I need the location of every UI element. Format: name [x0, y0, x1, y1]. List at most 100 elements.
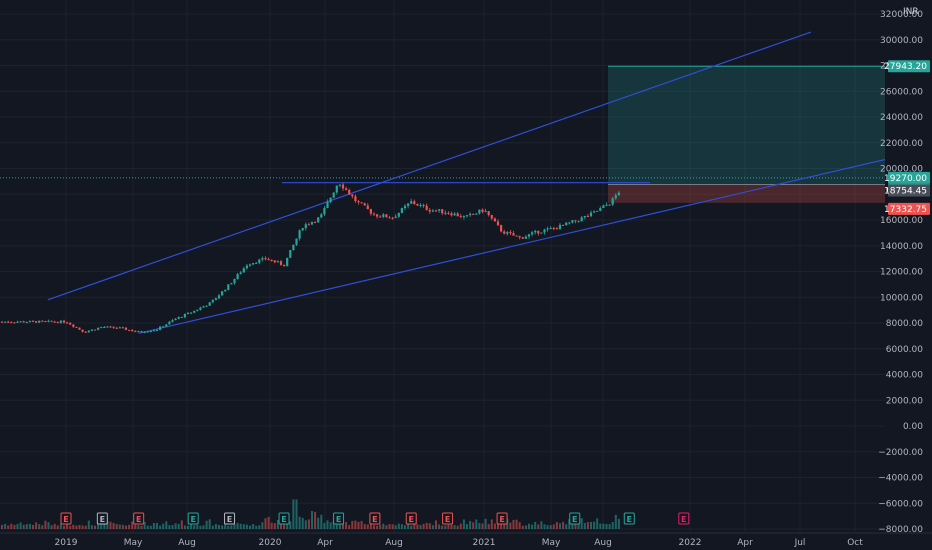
- trendline-1[interactable]: [47, 31, 812, 301]
- earnings-marker[interactable]: E: [278, 512, 290, 525]
- volume-bar: [469, 521, 472, 529]
- earnings-marker-box[interactable]: [133, 512, 145, 525]
- volume-bar: [521, 525, 524, 529]
- candle-body: [317, 217, 320, 223]
- candle-body: [453, 213, 456, 216]
- candle-body: [410, 201, 413, 204]
- candle-body: [171, 320, 174, 322]
- candle-body: [571, 220, 574, 223]
- earnings-marker-box[interactable]: [333, 512, 345, 525]
- earnings-marker-box[interactable]: [60, 512, 72, 525]
- candle-body: [500, 225, 503, 232]
- candle-body: [41, 320, 44, 322]
- candle-body: [152, 330, 155, 332]
- volume-bar: [137, 525, 140, 529]
- earnings-marker-box[interactable]: [623, 512, 635, 525]
- earnings-marker-box[interactable]: [678, 512, 690, 525]
- trendlines[interactable]: [47, 31, 902, 334]
- candle-body: [146, 331, 149, 333]
- earnings-marker[interactable]: E: [224, 512, 236, 525]
- candle-body: [230, 283, 233, 285]
- earnings-marker-box[interactable]: [405, 512, 417, 525]
- volume-bar: [369, 520, 372, 529]
- candle-body: [78, 327, 81, 330]
- volume-bar: [441, 525, 444, 529]
- candle-body: [149, 331, 152, 333]
- earnings-marker-box[interactable]: [442, 512, 454, 525]
- earnings-marker[interactable]: E: [96, 512, 108, 525]
- price-axis[interactable]: 32000.0030000.0028000.0026000.0024000.00…: [878, 0, 932, 550]
- volume-bar: [162, 523, 165, 529]
- candle-body: [183, 313, 186, 318]
- earnings-marker[interactable]: E: [60, 512, 72, 525]
- volume-bar: [456, 525, 459, 529]
- earnings-marker-box[interactable]: [224, 512, 236, 525]
- volume-bar: [400, 524, 403, 529]
- candle-body: [115, 327, 118, 329]
- volume-bar: [531, 524, 534, 529]
- earnings-marker-box[interactable]: [96, 512, 108, 525]
- candle-body: [72, 324, 75, 327]
- candle-body: [196, 309, 199, 311]
- price-tick-label: −4000.00: [878, 474, 923, 484]
- earnings-marker[interactable]: E: [333, 512, 345, 525]
- earnings-marker-box[interactable]: [369, 512, 381, 525]
- earnings-marker-box[interactable]: [278, 512, 290, 525]
- candle-body: [239, 272, 242, 275]
- volume-bar: [577, 521, 580, 529]
- volume-bar: [121, 524, 124, 529]
- earnings-marker-box[interactable]: [187, 512, 199, 525]
- candle-body: [118, 327, 121, 329]
- candle-body: [295, 238, 298, 245]
- time-axis[interactable]: 2019 May Aug 2020 Apr Aug 2021 May Aug 2022 Apr Jul…: [0, 532, 932, 550]
- volume-bar: [35, 522, 38, 529]
- volume-bar: [391, 524, 394, 529]
- earnings-marker[interactable]: E: [187, 512, 199, 525]
- volume-bar: [614, 514, 617, 529]
- candle-body: [465, 215, 469, 217]
- volume-bar: [128, 524, 131, 529]
- earnings-marker[interactable]: E: [569, 512, 581, 525]
- candle-body: [38, 320, 41, 323]
- volume-bar: [493, 523, 496, 529]
- earnings-marker[interactable]: E: [405, 512, 417, 525]
- volume-bar: [583, 522, 586, 529]
- candle-body: [131, 329, 134, 332]
- time-tick-label: Jul: [794, 538, 806, 548]
- volume-bar: [134, 524, 137, 529]
- earnings-marker[interactable]: E: [442, 512, 454, 525]
- volume-bar: [22, 524, 25, 529]
- earnings-marker[interactable]: E: [678, 512, 690, 525]
- candle-body: [407, 203, 410, 206]
- volume-bar: [187, 525, 189, 529]
- candle-body: [509, 232, 512, 234]
- volume-bar: [94, 525, 96, 529]
- volume-bar: [596, 518, 599, 529]
- price-tick-label: −8000.00: [878, 525, 923, 535]
- earnings-marker[interactable]: E: [133, 512, 145, 525]
- trendline-2[interactable]: [138, 155, 902, 334]
- earnings-marker-box[interactable]: [569, 512, 581, 525]
- volume-bar: [84, 525, 87, 529]
- price-tick-label: 12000.00: [880, 268, 923, 278]
- earnings-marker[interactable]: E: [623, 512, 635, 525]
- volume-bar: [106, 521, 109, 529]
- candle-body: [47, 320, 50, 322]
- volume-bar: [360, 520, 363, 529]
- volume-bar: [1, 524, 3, 529]
- candle-body: [211, 300, 214, 303]
- price-tick-label: 8000.00: [886, 319, 923, 329]
- candles: [0, 182, 620, 334]
- volume-bar: [273, 523, 276, 529]
- earnings-marker[interactable]: E: [496, 512, 508, 525]
- volume-bar: [363, 524, 366, 529]
- earnings-marker-box[interactable]: [496, 512, 508, 525]
- candle-body: [202, 306, 205, 308]
- candle-body: [568, 222, 571, 224]
- candle-body: [193, 310, 196, 313]
- earnings-marker[interactable]: E: [369, 512, 381, 525]
- candle-body: [283, 264, 286, 267]
